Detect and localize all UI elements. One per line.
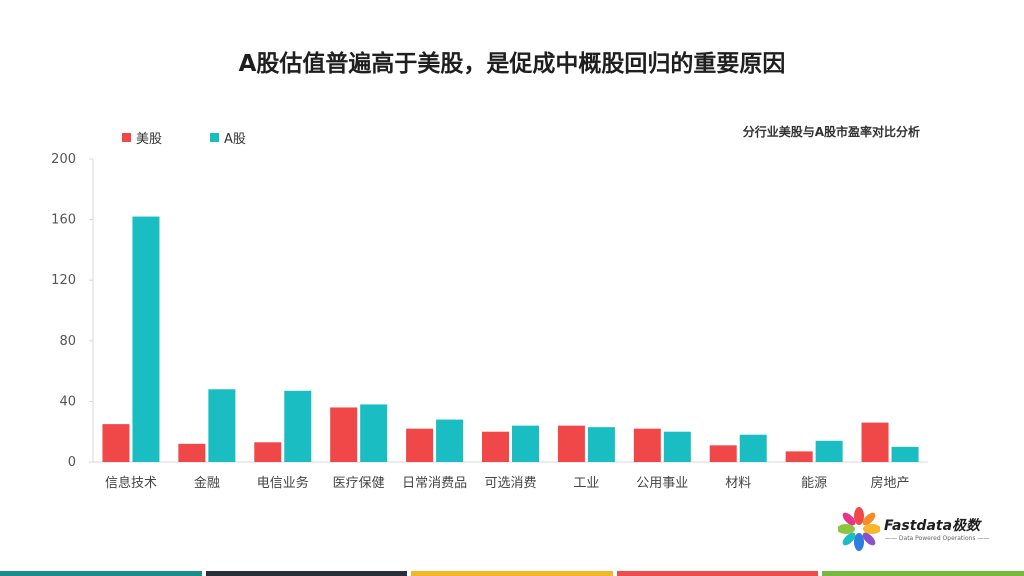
footer-segment bbox=[411, 571, 613, 576]
bar-a bbox=[891, 446, 919, 462]
x-tick-label: 金融 bbox=[194, 475, 220, 491]
logo-text: Fastdata极数 bbox=[884, 518, 981, 534]
x-tick-label: 电信业务 bbox=[257, 475, 309, 491]
y-tick-label: 0 bbox=[68, 455, 76, 470]
legend-item-a: A股 bbox=[210, 128, 246, 147]
footer-segment bbox=[0, 571, 202, 576]
bar-a bbox=[739, 434, 767, 462]
x-tick-label: 工业 bbox=[573, 476, 599, 491]
bar-a bbox=[815, 440, 843, 462]
bar-a bbox=[132, 216, 160, 462]
bar-a bbox=[512, 425, 539, 462]
bar-us bbox=[557, 425, 585, 462]
bar-us bbox=[330, 407, 358, 462]
slide-title: A股估值普遍高于美股，是促成中概股回归的重要原因 bbox=[238, 51, 786, 77]
bar-us bbox=[861, 422, 889, 462]
bar-us bbox=[406, 428, 434, 462]
bar-a bbox=[360, 404, 388, 462]
bar-us bbox=[254, 442, 282, 462]
bar-a bbox=[587, 427, 615, 462]
x-tick-label: 材料 bbox=[725, 476, 751, 491]
legend-swatch-a bbox=[210, 133, 219, 142]
x-tick-label: 可选消费 bbox=[484, 476, 536, 491]
y-tick-label: 120 bbox=[51, 273, 76, 288]
bar-us bbox=[709, 445, 737, 462]
footer-color-bar bbox=[0, 571, 1024, 576]
x-tick-label: 医疗保健 bbox=[333, 476, 385, 491]
bar-a bbox=[663, 431, 691, 462]
footer-segment bbox=[616, 571, 819, 576]
footer-segment bbox=[205, 571, 408, 576]
bar-a bbox=[208, 389, 236, 462]
bar-us bbox=[102, 424, 130, 462]
x-tick-label: 信息技术 bbox=[105, 475, 157, 491]
legend-item-us: 美股 bbox=[122, 128, 162, 147]
x-tick-label: 公用事业 bbox=[636, 476, 688, 491]
x-tick-label: 房地产 bbox=[871, 475, 910, 491]
bar-us bbox=[482, 431, 509, 462]
footer-segment bbox=[822, 571, 1024, 576]
y-tick-label: 160 bbox=[51, 213, 76, 228]
y-tick-label: 200 bbox=[51, 152, 76, 167]
x-tick-label: 日常消费品 bbox=[402, 476, 467, 491]
x-tick-label: 能源 bbox=[801, 476, 827, 491]
flower-logo-icon bbox=[837, 507, 881, 551]
bar-a bbox=[436, 419, 464, 462]
y-tick-label: 80 bbox=[59, 334, 76, 349]
bar-a bbox=[284, 390, 312, 462]
brand-logo: Fastdata极数 —— Data Powered Operations —— bbox=[837, 507, 990, 553]
bar-us bbox=[178, 443, 206, 462]
bar-us bbox=[785, 451, 813, 462]
y-tick-label: 40 bbox=[59, 394, 76, 409]
legend-swatch-us bbox=[122, 133, 131, 142]
chart-title: 分行业美股与A股市盈率对比分析 bbox=[742, 125, 920, 139]
legend-label-a: A股 bbox=[224, 132, 246, 147]
logo-tagline: —— Data Powered Operations —— bbox=[885, 535, 990, 542]
bar-us bbox=[633, 428, 661, 462]
legend-label-us: 美股 bbox=[136, 132, 163, 147]
